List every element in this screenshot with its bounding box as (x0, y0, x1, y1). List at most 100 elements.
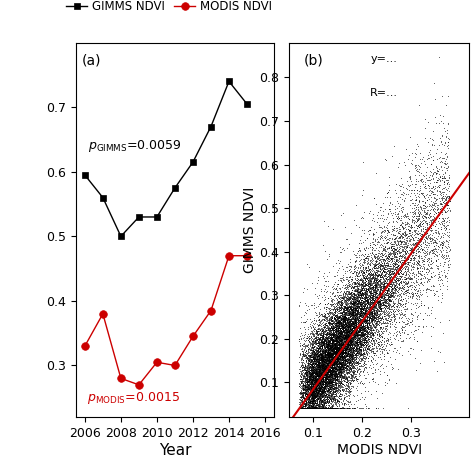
Point (324, 361, 332, 369)
Point (349, 351, 356, 359)
Point (310, 339, 317, 347)
Point (328, 371, 336, 379)
Point (353, 305, 360, 313)
Point (336, 356, 343, 364)
Point (338, 323, 346, 330)
Point (371, 295, 379, 302)
Point (344, 363, 352, 371)
Point (303, 405, 311, 412)
Point (316, 365, 323, 373)
Point (315, 342, 322, 350)
Point (397, 331, 404, 338)
Point (365, 306, 373, 314)
Point (339, 365, 347, 373)
Point (342, 342, 349, 350)
Point (364, 301, 371, 309)
Point (343, 285, 350, 292)
Point (368, 316, 376, 324)
Point (359, 276, 366, 283)
Point (356, 310, 363, 318)
Point (327, 376, 334, 383)
Point (309, 383, 317, 390)
Point (323, 368, 330, 376)
Point (347, 365, 355, 373)
Point (306, 405, 313, 412)
Point (350, 297, 357, 305)
Point (335, 375, 342, 383)
Point (333, 318, 340, 326)
Point (303, 365, 311, 373)
Point (370, 306, 377, 313)
Point (322, 344, 330, 351)
Point (365, 357, 372, 365)
Point (326, 324, 334, 332)
Point (441, 242, 448, 250)
Point (328, 360, 336, 368)
Point (357, 326, 365, 333)
Point (345, 365, 352, 373)
Point (332, 336, 339, 343)
Point (330, 347, 338, 355)
Point (310, 391, 317, 399)
Point (324, 371, 331, 378)
Point (348, 322, 356, 330)
Point (340, 333, 348, 341)
Point (374, 211, 381, 219)
Point (339, 314, 346, 322)
Point (383, 289, 391, 297)
Point (433, 236, 440, 243)
Point (317, 405, 325, 412)
Point (327, 358, 334, 366)
Point (399, 301, 406, 309)
Point (356, 304, 364, 311)
Point (350, 348, 357, 356)
Point (351, 291, 358, 299)
Point (326, 385, 334, 393)
Point (320, 399, 328, 407)
Point (365, 314, 373, 321)
Point (415, 212, 423, 220)
Point (347, 379, 355, 387)
Point (297, 377, 304, 385)
Point (322, 305, 329, 312)
Point (315, 370, 322, 378)
Point (350, 315, 358, 323)
Point (313, 405, 320, 412)
Point (333, 362, 340, 369)
Point (391, 224, 398, 231)
Point (337, 379, 345, 387)
Point (323, 359, 331, 366)
Point (360, 310, 368, 317)
Point (386, 293, 394, 301)
Point (349, 291, 356, 298)
Point (404, 253, 411, 260)
Point (313, 390, 321, 397)
Point (348, 326, 356, 334)
Point (368, 299, 375, 307)
Point (382, 242, 389, 250)
Point (338, 316, 346, 324)
Point (338, 372, 346, 380)
Point (350, 301, 358, 309)
Point (330, 392, 338, 400)
Point (432, 178, 440, 186)
Point (344, 317, 351, 325)
Point (335, 372, 342, 380)
Point (323, 366, 331, 374)
Point (326, 367, 334, 374)
Point (325, 401, 332, 409)
Point (329, 300, 337, 308)
Point (311, 385, 319, 392)
Point (319, 350, 326, 358)
Point (344, 311, 351, 319)
Point (349, 314, 357, 322)
Point (368, 324, 375, 331)
Point (326, 344, 334, 351)
Point (357, 344, 365, 351)
Point (390, 214, 397, 221)
Point (388, 270, 395, 277)
Point (337, 346, 344, 354)
Point (347, 325, 355, 332)
Point (407, 240, 414, 247)
Point (329, 356, 337, 364)
